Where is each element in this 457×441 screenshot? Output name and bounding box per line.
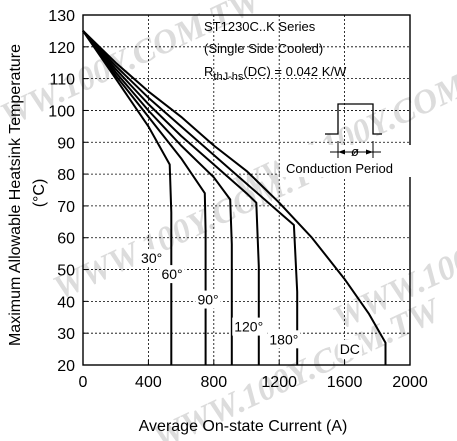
series-line-30 [82,30,173,365]
curve-label: 180° [269,331,298,347]
chart-subtitle: (Single Side Cooled) [204,41,323,56]
curve-label: 90° [197,292,218,308]
curve-label: 60° [161,266,182,282]
rthjhs-main: R [204,64,213,79]
x-axis-label: Average On-state Current (A) [139,418,348,435]
x-tick-label: 0 [79,374,88,391]
curve-label: DC [340,341,360,357]
series-line-180 [82,30,299,365]
x-tick-label: 800 [200,374,227,391]
y-tick-label: 40 [57,294,75,311]
series-line-90 [82,30,233,365]
curve-labels: 30°60° 90° 120° 180° DC [139,249,362,358]
curve-label-bg [267,330,301,349]
x-axis-ticks: 0 400 800 1200 1600 2000 [79,360,428,391]
conduction-period-inset: ø Conduction Period [280,103,414,177]
y-axis-label: Maximum Allowable Heatsink Temperature [7,44,24,346]
x-tick-label: 1200 [261,374,297,391]
y-tick-label: 70 [57,199,75,216]
y-tick-label: 30 [57,326,75,343]
curve-label-bg [139,249,165,268]
y-tick-label: 50 [57,263,75,280]
y-tick-label: 120 [48,40,75,57]
series-lines [82,30,387,365]
plot-border [82,14,411,366]
curve-label: 30° [141,250,162,266]
rthjhs-sub: thJ-hs [213,71,243,83]
y-tick-label: 60 [57,231,75,248]
plot-frame [82,14,411,366]
y-tick-label: 110 [49,72,75,89]
x-tick-label: 1600 [327,374,363,391]
curve-label-bg [232,317,266,336]
curve-label-bg [159,265,185,284]
x-tick-label: 400 [135,374,162,391]
y-tick-label: 80 [57,167,75,184]
rthjhs-label: RthJ-hs(DC) = 0.042 K/W [204,64,347,83]
y-tick-label: 130 [48,8,75,25]
conduction-waveform [325,103,382,135]
y-axis-ticks: 20 30 40 50 60 70 80 90 100 110 120 130 [48,8,88,375]
series-line-120 [82,30,260,365]
y-tick-label: 100 [48,103,75,120]
y-tick-label: 20 [57,358,75,375]
y-axis-unit: (°C) [31,179,48,208]
chart-title: ST1230C..K Series [204,19,316,34]
series-line-dc [82,30,387,365]
y-tick-label: 90 [57,135,75,152]
phi-symbol: ø [351,144,359,159]
curve-label-bg [195,290,221,309]
rthjhs-rest: (DC) = 0.042 K/W [243,64,347,79]
conduction-period-label: Conduction Period [286,161,393,176]
series-line-60 [82,30,207,365]
curve-label: 120° [234,319,263,335]
curve-label-bg [337,339,362,358]
x-tick-label: 2000 [392,374,428,391]
